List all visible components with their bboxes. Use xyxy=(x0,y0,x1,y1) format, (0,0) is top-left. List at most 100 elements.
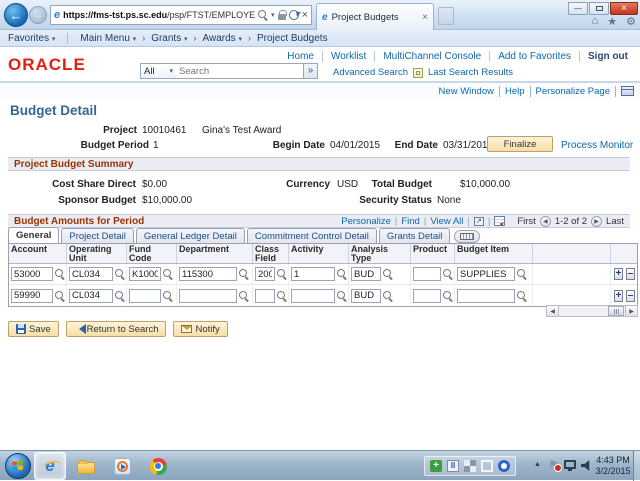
tray-app-icon-4[interactable] xyxy=(481,460,493,472)
activity-input[interactable] xyxy=(291,288,335,303)
help-link[interactable]: Help xyxy=(500,85,531,97)
account-input[interactable] xyxy=(11,267,53,281)
tray-app-icon-5[interactable] xyxy=(498,460,510,472)
scroll-right-button[interactable]: ▶ xyxy=(625,306,637,316)
multichannel-console-link[interactable]: MultiChannel Console xyxy=(375,51,491,62)
horizontal-scrollbar[interactable]: ◀ ▶ xyxy=(546,305,638,317)
lookup-icon[interactable] xyxy=(55,290,65,301)
lookup-icon[interactable] xyxy=(239,269,249,279)
start-button[interactable] xyxy=(5,453,31,479)
lookup-icon[interactable] xyxy=(277,290,287,301)
sign-out-link[interactable]: Sign out xyxy=(588,51,628,62)
find-link[interactable]: Find xyxy=(401,215,420,227)
address-search-icon[interactable] xyxy=(258,10,268,20)
back-button[interactable]: ← xyxy=(4,3,28,27)
forward-button[interactable]: → xyxy=(29,6,47,24)
new-tab-button[interactable] xyxy=(438,7,454,25)
show-desktop-button[interactable] xyxy=(633,451,640,481)
home-icon[interactable]: ⌂ xyxy=(591,15,599,27)
operating-unit-input[interactable] xyxy=(69,288,113,303)
download-grid-icon[interactable] xyxy=(494,216,506,226)
tab-project-detail[interactable]: Project Detail xyxy=(61,228,134,243)
analysis-type-input[interactable] xyxy=(351,288,381,303)
lookup-icon[interactable] xyxy=(337,269,347,279)
lookup-icon[interactable] xyxy=(239,290,249,301)
personalize-page-link[interactable]: Personalize Page xyxy=(531,85,616,97)
refresh-icon[interactable] xyxy=(288,10,299,20)
action-center-flag-icon[interactable]: ⚑ xyxy=(548,458,562,472)
tray-app-icon-2[interactable]: II xyxy=(447,460,459,472)
search-scope-select[interactable]: All ▾ xyxy=(140,63,177,79)
taskbar-clock[interactable]: 4:43 PM 3/2/2015 xyxy=(594,455,632,477)
operating-unit-input[interactable] xyxy=(69,267,113,281)
breadcrumb-awards[interactable]: Awards ▾ xyxy=(202,32,242,44)
save-button[interactable]: Save xyxy=(8,321,59,337)
lookup-icon[interactable] xyxy=(115,290,125,301)
lookup-icon[interactable] xyxy=(443,269,453,279)
add-row-button[interactable]: + xyxy=(614,289,623,302)
product-input[interactable] xyxy=(413,267,441,281)
fund-code-input[interactable] xyxy=(129,288,161,303)
favorites-star-icon[interactable]: ★ xyxy=(607,16,618,28)
tray-app-icon-3[interactable] xyxy=(464,460,476,472)
stop-icon[interactable]: × xyxy=(301,9,308,21)
worklist-link[interactable]: Worklist xyxy=(323,51,376,62)
view-all-link[interactable]: View All xyxy=(430,215,464,227)
search-provider-caret-icon[interactable]: ▾ xyxy=(271,12,275,19)
first-arrow-icon[interactable]: ◀ xyxy=(539,215,551,227)
lookup-icon[interactable] xyxy=(115,269,125,279)
budget-item-input[interactable] xyxy=(457,288,515,303)
minimize-button[interactable]: — xyxy=(568,2,588,15)
personalize-link[interactable]: Personalize xyxy=(341,215,391,227)
tray-app-icon-1[interactable]: + xyxy=(430,460,442,472)
last-arrow-icon[interactable]: ▶ xyxy=(591,215,603,227)
class-field-input[interactable] xyxy=(255,288,275,303)
notify-button[interactable]: Notify xyxy=(173,321,228,337)
last-search-results-link[interactable]: Last Search Results xyxy=(428,67,514,78)
process-monitor-link[interactable]: Process Monitor xyxy=(561,140,634,151)
taskbar-ie-button[interactable]: e xyxy=(34,452,66,480)
class-field-input[interactable] xyxy=(255,267,275,281)
address-bar[interactable]: e https://fms-tst.ps.sc.edu/psp/FTST/EMP… xyxy=(50,5,312,25)
tray-expand-icon[interactable]: ▲ xyxy=(534,461,541,468)
volume-icon[interactable] xyxy=(581,460,590,471)
scroll-left-button[interactable]: ◀ xyxy=(547,306,559,316)
activity-input[interactable] xyxy=(291,267,335,281)
finalize-button[interactable]: Finalize xyxy=(487,136,553,152)
add-to-favorites-link[interactable]: Add to Favorites xyxy=(490,51,580,62)
new-window-link[interactable]: New Window xyxy=(434,85,500,97)
main-menu[interactable]: Main Menu ▾ xyxy=(80,32,137,44)
show-all-columns-tab[interactable] xyxy=(454,230,481,243)
lookup-icon[interactable] xyxy=(383,290,393,301)
breadcrumb-grants[interactable]: Grants ▾ xyxy=(151,32,188,44)
tab-grants-detail[interactable]: Grants Detail xyxy=(378,228,451,243)
delete-row-button[interactable]: – xyxy=(626,289,635,302)
scroll-track[interactable] xyxy=(559,306,625,316)
return-to-search-button[interactable]: Return to Search xyxy=(65,321,167,337)
network-icon[interactable] xyxy=(564,460,576,471)
fund-code-input[interactable] xyxy=(129,267,161,281)
scroll-thumb[interactable] xyxy=(608,306,624,316)
home-link[interactable]: Home xyxy=(279,51,323,62)
add-row-button[interactable]: + xyxy=(614,268,623,280)
search-go-button[interactable]: » xyxy=(303,63,318,79)
lookup-icon[interactable] xyxy=(517,290,527,301)
lookup-icon[interactable] xyxy=(163,290,173,301)
tab-commitment-control-detail[interactable]: Commitment Control Detail xyxy=(246,228,377,243)
search-input[interactable] xyxy=(176,63,304,79)
browser-tab[interactable]: e Project Budgets × xyxy=(316,3,434,30)
product-input[interactable] xyxy=(413,288,441,303)
analysis-type-input[interactable] xyxy=(351,267,381,281)
lookup-icon[interactable] xyxy=(163,269,173,279)
tab-close-icon[interactable]: × xyxy=(422,11,428,23)
close-button[interactable]: × xyxy=(610,2,638,15)
tab-general[interactable]: General xyxy=(8,227,60,243)
restore-button[interactable] xyxy=(589,2,609,15)
personalize-layout-icon[interactable] xyxy=(621,86,634,96)
lookup-icon[interactable] xyxy=(55,269,65,279)
gear-icon[interactable]: ⚙ xyxy=(626,16,636,28)
lookup-icon[interactable] xyxy=(517,269,527,279)
department-input[interactable] xyxy=(179,288,237,303)
lookup-icon[interactable] xyxy=(383,269,393,279)
account-input[interactable] xyxy=(11,288,53,303)
